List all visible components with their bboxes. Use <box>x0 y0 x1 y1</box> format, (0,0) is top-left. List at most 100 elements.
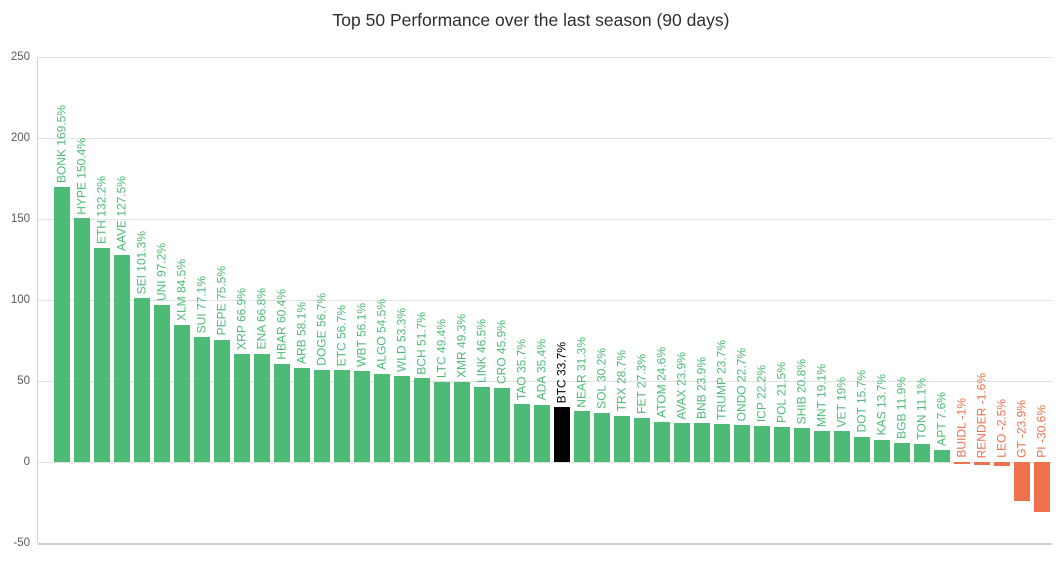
bar-label: TRUMP 23.7% <box>714 339 729 420</box>
bar-label: MNT 19.1% <box>814 363 829 428</box>
bar-ada[interactable] <box>534 404 550 462</box>
bar-label: SUI 77.1% <box>194 275 209 334</box>
bar-fet[interactable] <box>634 417 650 462</box>
bar-label: TON 11.1% <box>914 378 929 441</box>
bar-pepe[interactable] <box>214 339 230 462</box>
bar-gt[interactable] <box>1014 462 1030 501</box>
bar-wld[interactable] <box>394 375 410 462</box>
bar-sui[interactable] <box>194 337 210 462</box>
bar-label: LTC 49.4% <box>434 318 449 378</box>
bar-cro[interactable] <box>494 387 510 462</box>
y-axis-tick-label: 0 <box>23 456 30 468</box>
bar-label: APT 7.6% <box>934 391 949 446</box>
bar-slot: ATOM 24.6% <box>652 57 672 543</box>
gridline <box>38 219 1052 220</box>
bar-hype[interactable] <box>74 218 90 462</box>
bar-label: UNI 97.2% <box>154 242 169 301</box>
bar-ltc[interactable] <box>434 381 450 462</box>
bar-slot: ADA 35.4% <box>532 57 552 543</box>
bar-eth[interactable] <box>94 247 110 462</box>
bar-arb[interactable] <box>294 367 310 462</box>
bar-ton[interactable] <box>914 444 930 462</box>
bar-algo[interactable] <box>374 373 390 462</box>
bar-slot: ETH 132.2% <box>92 57 112 543</box>
bar-tao[interactable] <box>514 404 530 462</box>
bar-bch[interactable] <box>414 378 430 462</box>
y-axis-tick-label: 250 <box>10 51 30 63</box>
bar-sei[interactable] <box>134 297 150 462</box>
bar-slot: APT 7.6% <box>932 57 952 543</box>
bar-label: AAVE 127.5% <box>114 176 129 252</box>
bar-shib[interactable] <box>794 428 810 462</box>
bar-etc[interactable] <box>334 370 350 462</box>
y-axis-tick-label: 200 <box>10 132 30 144</box>
bar-near[interactable] <box>574 411 590 462</box>
bar-slot: TRX 28.7% <box>612 57 632 543</box>
bar-doge[interactable] <box>314 370 330 462</box>
bar-label: ICP 22.2% <box>754 364 769 423</box>
bar-wbt[interactable] <box>354 371 370 462</box>
bar-label: WBT 56.1% <box>354 303 369 368</box>
bar-slot: BTC 33.7% <box>552 57 572 543</box>
bar-slot: HYPE 150.4% <box>72 57 92 543</box>
bar-bgb[interactable] <box>894 442 910 462</box>
bar-label: ENA 66.8% <box>254 288 269 350</box>
bar-avax[interactable] <box>674 423 690 462</box>
bar-link[interactable] <box>474 386 490 462</box>
bar-btc[interactable] <box>554 407 570 462</box>
bar-render[interactable] <box>974 462 990 465</box>
bar-label: DOGE 56.7% <box>314 293 329 367</box>
y-axis-tick-label: 50 <box>17 375 30 387</box>
bar-slot: XRP 66.9% <box>232 57 252 543</box>
bar-slot: RENDER -1.6% <box>972 57 992 543</box>
bar-slot: HBAR 60.4% <box>272 57 292 543</box>
bar-label: ALGO 54.5% <box>374 299 389 370</box>
bar-bnb[interactable] <box>694 423 710 462</box>
y-axis-tick-label: -50 <box>13 537 30 549</box>
bar-slot: POL 21.5% <box>772 57 792 543</box>
bar-slot: LEO -2.5% <box>992 57 1012 543</box>
bar-label: FET 27.3% <box>634 353 649 414</box>
bar-slot: TAO 35.7% <box>512 57 532 543</box>
bar-buidl[interactable] <box>954 462 970 464</box>
bar-slot: BUIDL -1% <box>952 57 972 543</box>
bar-label: XLM 84.5% <box>174 259 189 322</box>
bar-xlm[interactable] <box>174 325 190 462</box>
bar-slot: LTC 49.4% <box>432 57 452 543</box>
bar-label: KAS 13.7% <box>874 374 889 436</box>
bar-slot: BGB 11.9% <box>892 57 912 543</box>
bar-dot[interactable] <box>854 436 870 462</box>
bar-trx[interactable] <box>614 415 630 462</box>
bar-slot: PEPE 75.5% <box>212 57 232 543</box>
bar-xmr[interactable] <box>454 382 470 462</box>
gridline <box>38 57 1052 58</box>
bar-uni[interactable] <box>154 304 170 462</box>
chart-title: Top 50 Performance over the last season … <box>332 10 730 30</box>
bar-slot: ALGO 54.5% <box>372 57 392 543</box>
bar-ena[interactable] <box>254 353 270 462</box>
bar-label: ONDO 22.7% <box>734 347 749 422</box>
bar-ondo[interactable] <box>734 425 750 462</box>
bar-slot: XMR 49.3% <box>452 57 472 543</box>
bar-leo[interactable] <box>994 462 1010 467</box>
bar-apt[interactable] <box>934 449 950 462</box>
bar-atom[interactable] <box>654 422 670 462</box>
bar-xrp[interactable] <box>234 353 250 462</box>
bar-bonk[interactable] <box>54 187 70 462</box>
bar-sol[interactable] <box>594 413 610 462</box>
bar-trump[interactable] <box>714 423 730 462</box>
bar-label: LEO -2.5% <box>994 399 1009 458</box>
bar-pi[interactable] <box>1034 462 1050 512</box>
bar-label: BNB 23.9% <box>694 357 709 420</box>
bar-pol[interactable] <box>774 427 790 462</box>
bar-hbar[interactable] <box>274 364 290 462</box>
bar-slot: KAS 13.7% <box>872 57 892 543</box>
bar-mnt[interactable] <box>814 431 830 462</box>
bar-aave[interactable] <box>114 255 130 462</box>
bar-label: ATOM 24.6% <box>654 347 669 419</box>
bar-icp[interactable] <box>754 426 770 462</box>
plot-area: 250 200 150 100 50 0 -50 BONK 169.5% HYPE 150.4… <box>11 51 1052 549</box>
bar-vet[interactable] <box>834 431 850 462</box>
bar-slot: AVAX 23.9% <box>672 57 692 543</box>
bar-kas[interactable] <box>874 439 890 462</box>
